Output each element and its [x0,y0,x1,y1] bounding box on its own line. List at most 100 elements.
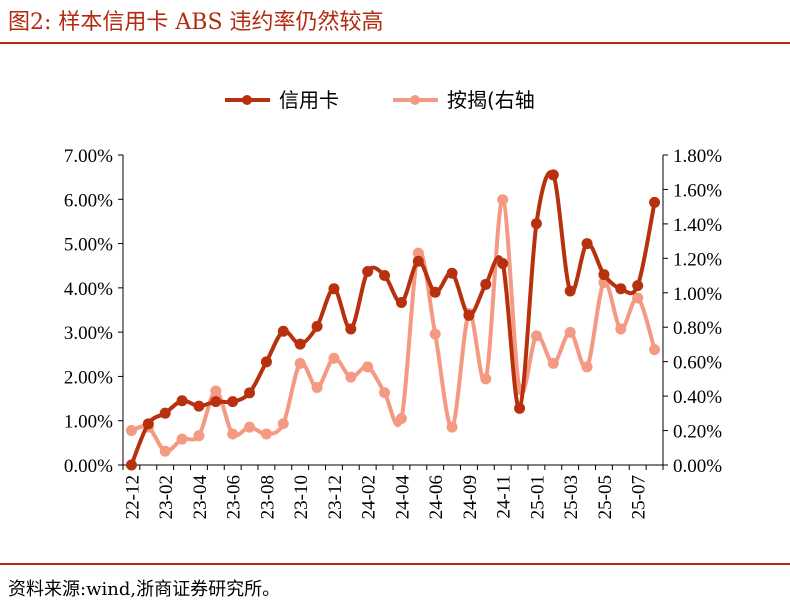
x-tick-label: 23-02 [156,475,177,519]
right-tick-label: 0.80% [673,318,722,339]
legend-label-mortgage: 按揭(右轴 [447,88,535,112]
series-line-mortgage [130,197,657,454]
point-credit-card [328,283,340,295]
right-tick-label: 1.80% [673,146,722,167]
point-mortgage [294,357,306,369]
left-tick-label: 0.00% [64,456,113,477]
point-credit-card [649,196,661,208]
point-mortgage [176,433,188,445]
point-credit-card [227,396,239,408]
left-tick-label: 7.00% [64,146,113,167]
x-tick-label: 24-02 [359,475,380,519]
point-credit-card [294,338,306,350]
right-tick-label: 0.20% [673,422,722,443]
point-credit-card [615,283,627,295]
left-tick-label: 1.00% [64,412,113,433]
point-credit-card [159,407,171,419]
point-mortgage [244,421,256,433]
point-mortgage [446,421,458,433]
point-credit-card [446,267,458,279]
point-mortgage [227,428,239,440]
point-credit-card [311,320,323,332]
point-mortgage [345,371,357,383]
point-mortgage [497,194,509,206]
x-tick-label: 24-06 [426,475,447,519]
series [125,169,661,471]
point-credit-card [564,285,576,297]
point-credit-card [277,325,289,337]
point-mortgage [649,344,661,356]
left-tick-label: 6.00% [64,190,113,211]
line-chart: 信用卡 按揭(右轴 0.00% 1.00% 2.00% 3.00% 4.00% 5.00%… [64,88,722,519]
point-mortgage [395,413,407,424]
point-credit-card [210,396,222,408]
point-mortgage [429,328,441,340]
point-mortgage [210,385,222,397]
right-tick-label: 0.40% [673,387,722,408]
point-mortgage [530,330,542,342]
x-tick-label: 25-05 [595,475,616,519]
x-tick-label: 23-12 [325,475,346,519]
left-tick-label: 2.00% [64,367,113,388]
right-tick-label: 1.20% [673,249,722,270]
point-mortgage [581,361,593,373]
x-tick-label: 24-04 [392,475,413,520]
right-tick-label: 0.60% [673,353,722,374]
point-mortgage [379,387,391,399]
point-credit-card [244,387,256,399]
x-tick-label: 23-06 [224,475,245,519]
x-tick-label: 24-11 [494,475,515,519]
point-mortgage [632,292,644,304]
top-rule [0,42,790,44]
point-credit-card [429,286,441,298]
bottom-rule [0,563,790,565]
point-mortgage [277,418,289,430]
x-tick-label: 22-12 [122,475,143,519]
point-credit-card [345,323,357,335]
point-credit-card [598,269,610,281]
figure-title: 图2: 样本信用卡 ABS 违约率仍然较高 [8,10,384,35]
point-mortgage [412,247,424,259]
point-credit-card [193,400,205,412]
point-mortgage [615,323,627,335]
point-mortgage [564,326,576,338]
x-tick-label: 23-10 [291,475,312,519]
point-credit-card [581,238,593,250]
point-mortgage [260,428,272,440]
point-credit-card [547,169,559,181]
point-mortgage [547,357,559,369]
right-tick-label: 1.60% [673,180,722,201]
point-mortgage [311,382,323,393]
point-credit-card [176,395,188,407]
point-mortgage [328,352,340,364]
point-credit-card [514,402,526,414]
axes: 0.00% 1.00% 2.00% 3.00% 4.00% 5.00% 6.00% 7.00%… [64,146,722,519]
left-tick-label: 3.00% [64,323,113,344]
x-tick-label: 23-08 [257,475,278,519]
point-credit-card [125,459,137,471]
x-tick-label: 25-01 [527,475,548,519]
source-note: 资料来源:wind,浙商证券研究所。 [8,579,281,600]
legend-marker-credit-card [242,95,252,105]
point-credit-card [480,278,492,290]
point-mortgage [159,445,171,457]
point-credit-card [260,356,272,368]
point-credit-card [632,280,644,292]
point-credit-card [463,309,475,321]
left-tick-label: 5.00% [64,235,113,256]
x-tick-label: 25-07 [629,475,650,519]
right-tick-label: 1.00% [673,284,722,305]
point-mortgage [125,425,137,437]
point-mortgage [480,373,492,385]
x-tick-label: 25-03 [561,475,582,519]
x-tick-label: 23-04 [190,475,211,520]
point-mortgage [362,361,374,373]
left-tick-label: 4.00% [64,279,113,300]
point-credit-card [142,418,154,430]
x-tick-label: 24-09 [460,475,481,519]
point-credit-card [379,269,391,281]
point-credit-card [497,258,509,269]
point-credit-card [530,218,542,230]
point-mortgage [193,430,205,442]
point-credit-card [395,296,407,308]
